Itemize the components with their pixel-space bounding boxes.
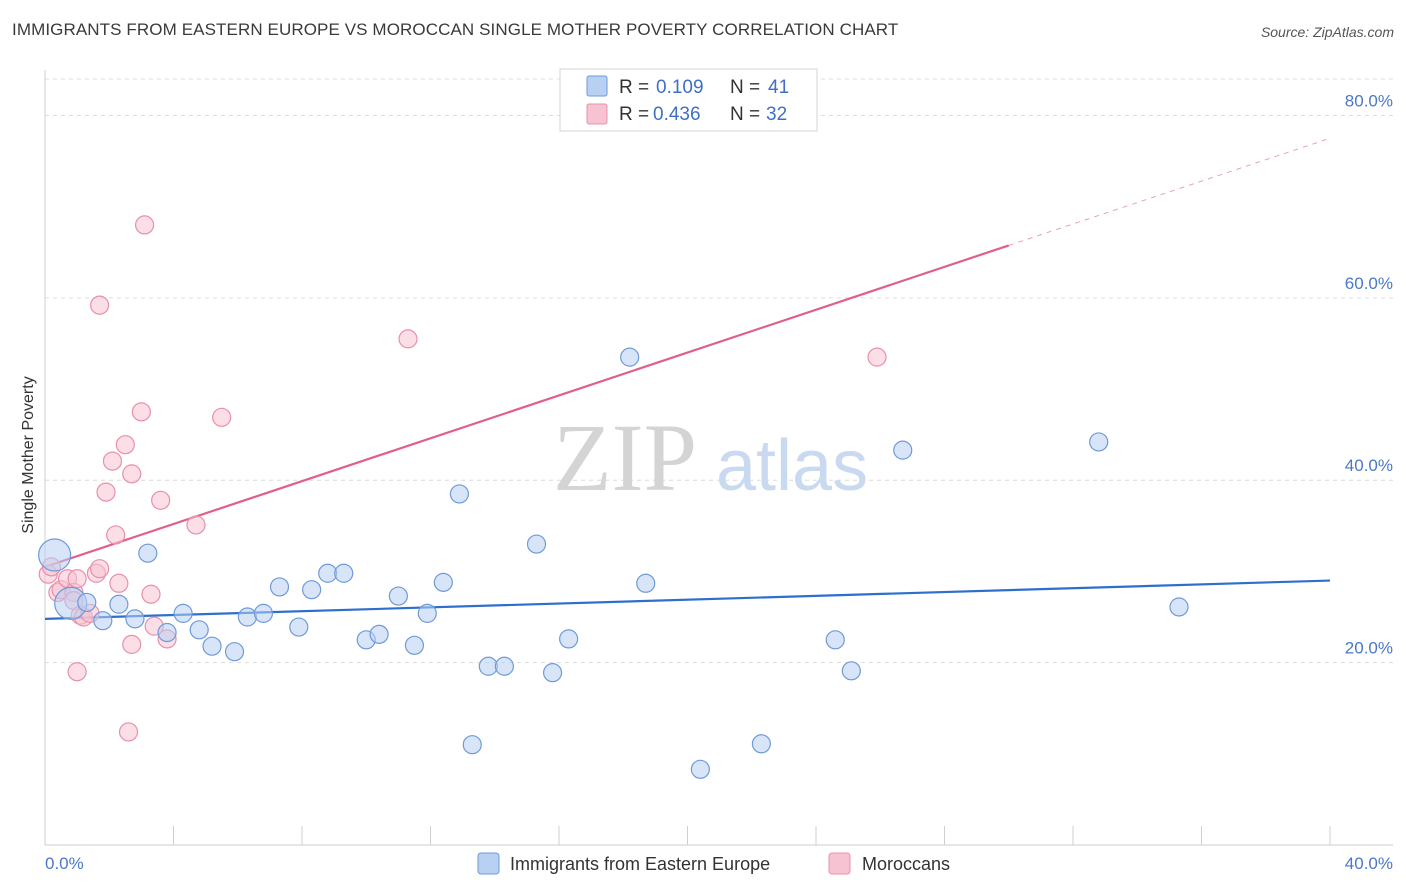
point-eastern-europe-40 — [1169, 597, 1189, 617]
x-ticks — [44, 826, 1331, 845]
point-moroccans-17 — [106, 525, 126, 545]
watermark-zip: ZIP — [553, 404, 697, 511]
legend-n-value-2: 32 — [766, 104, 787, 125]
watermark: ZIP atlas — [553, 404, 868, 511]
point-eastern-europe-15 — [289, 617, 309, 637]
point-moroccans-23 — [131, 402, 151, 422]
point-moroccans-19 — [115, 435, 135, 455]
axes — [44, 70, 1393, 846]
point-eastern-europe-37 — [841, 661, 861, 681]
point-eastern-europe-6 — [138, 543, 158, 563]
trend-lines — [44, 137, 1331, 620]
y-tick-label-60: 60.0% — [1345, 274, 1393, 293]
point-moroccans-29 — [186, 515, 206, 535]
source-label: Source: ZipAtlas.com — [1260, 24, 1394, 40]
point-eastern-europe-4 — [109, 594, 129, 614]
point-moroccans-32 — [867, 347, 887, 367]
point-moroccans-14 — [90, 295, 110, 315]
chart-title: IMMIGRANTS FROM EASTERN EUROPE VS MOROCC… — [12, 20, 899, 39]
point-eastern-europe-8 — [173, 603, 193, 623]
legend-r-label-1: R = — [619, 77, 649, 98]
point-eastern-europe-25 — [449, 484, 470, 504]
point-eastern-europe-5 — [125, 609, 145, 629]
point-moroccans-18 — [109, 573, 129, 593]
point-moroccans-27 — [151, 490, 171, 510]
point-eastern-europe-3 — [93, 611, 113, 631]
bottom-legend-label-blue: Immigrants from Eastern Europe — [510, 854, 770, 874]
point-moroccans-13 — [90, 559, 110, 579]
point-eastern-europe-17 — [318, 563, 338, 583]
point-eastern-europe-33 — [636, 573, 656, 593]
point-moroccans-22 — [122, 464, 142, 484]
gridlines — [45, 78, 1393, 664]
point-eastern-europe-27 — [478, 656, 498, 676]
point-moroccans-15 — [96, 482, 116, 502]
x-tick-label-min: 0.0% — [45, 854, 84, 873]
legend-swatch-pink — [586, 103, 608, 125]
point-eastern-europe-13 — [253, 603, 274, 623]
point-eastern-europe-30 — [542, 663, 563, 683]
legend-n-label-1: N = — [730, 77, 760, 98]
y-axis-label: Single Mother Poverty — [20, 376, 37, 533]
legend-n-value-1: 41 — [768, 77, 789, 98]
point-eastern-europe-28 — [494, 656, 514, 676]
watermark-atlas: atlas — [716, 426, 868, 506]
x-tick-label-max: 40.0% — [1345, 854, 1393, 873]
legend-r-value-2: 0.436 — [653, 104, 701, 125]
point-eastern-europe-16 — [302, 580, 322, 600]
point-eastern-europe-23 — [417, 603, 437, 623]
data-points — [38, 215, 1189, 779]
bottom-legend-swatch-pink — [828, 852, 851, 875]
point-eastern-europe-35 — [751, 734, 771, 754]
legend-n-label-2: N = — [730, 104, 760, 125]
point-eastern-europe-38 — [893, 440, 913, 460]
point-eastern-europe-36 — [825, 630, 845, 650]
legend-box: R = 0.109 N = 41 R = 0.436 N = 32 — [559, 68, 818, 132]
legend-r-label-2: R = — [619, 104, 649, 125]
point-eastern-europe-29 — [526, 534, 547, 554]
legend-r-value-1: 0.109 — [656, 77, 704, 98]
point-eastern-europe-20 — [369, 624, 389, 644]
point-eastern-europe-11 — [224, 642, 245, 662]
bottom-legend-label-pink: Moroccans — [862, 854, 950, 874]
point-eastern-europe-7 — [157, 622, 177, 643]
y-tick-label-80: 80.0% — [1345, 91, 1393, 110]
y-tick-labels: 20.0% 40.0% 60.0% 80.0% — [1345, 91, 1393, 657]
point-eastern-europe-14 — [269, 577, 290, 597]
point-eastern-europe-26 — [462, 735, 482, 755]
point-eastern-europe-0 — [38, 538, 72, 572]
point-moroccans-9 — [67, 662, 87, 682]
point-moroccans-7 — [67, 569, 87, 589]
point-eastern-europe-12 — [237, 607, 257, 627]
trend-line-0 — [44, 579, 1331, 620]
point-eastern-europe-34 — [690, 759, 710, 779]
point-eastern-europe-18 — [334, 563, 354, 583]
point-eastern-europe-21 — [388, 586, 408, 606]
point-moroccans-30 — [212, 407, 232, 427]
point-eastern-europe-31 — [559, 629, 579, 649]
bottom-legend-swatch-blue — [477, 852, 500, 875]
point-eastern-europe-24 — [433, 572, 453, 592]
point-eastern-europe-32 — [620, 347, 640, 367]
point-eastern-europe-39 — [1089, 432, 1109, 452]
point-eastern-europe-9 — [189, 620, 209, 640]
y-tick-label-20: 20.0% — [1345, 639, 1393, 658]
legend-swatch-blue — [586, 75, 608, 97]
y-tick-label-40: 40.0% — [1345, 456, 1393, 475]
trend-line-1-dashed — [1008, 137, 1331, 246]
point-moroccans-20 — [118, 722, 139, 742]
bottom-legend: Immigrants from Eastern Europe Moroccans — [477, 852, 950, 875]
point-moroccans-31 — [398, 329, 418, 349]
trend-line-1-solid — [44, 244, 1010, 568]
point-eastern-europe-22 — [404, 635, 425, 655]
point-eastern-europe-10 — [202, 636, 222, 656]
point-eastern-europe-2 — [77, 592, 97, 613]
point-moroccans-21 — [122, 634, 142, 654]
point-moroccans-16 — [102, 451, 123, 471]
point-moroccans-24 — [134, 215, 155, 235]
point-moroccans-25 — [141, 584, 161, 604]
